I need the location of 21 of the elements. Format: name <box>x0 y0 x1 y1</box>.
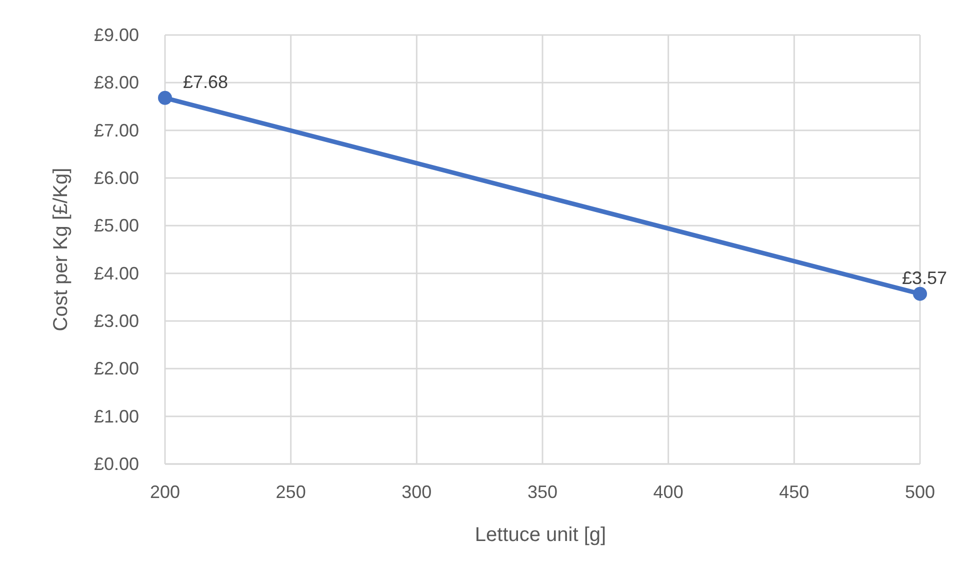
x-tick-label: 350 <box>527 482 558 502</box>
y-tick-label: £0.00 <box>94 454 139 474</box>
y-tick-label: £3.00 <box>94 311 139 331</box>
y-tick-label: £8.00 <box>94 72 139 93</box>
y-tick-label: £4.00 <box>94 263 139 284</box>
x-tick-label: 300 <box>402 482 432 502</box>
x-tick-label: 450 <box>779 482 810 502</box>
y-tick-label: £1.00 <box>94 406 139 426</box>
x-axis-title: Lettuce unit [g] <box>474 524 606 546</box>
y-axis-title: Cost per Kg [£/Kg] <box>50 168 72 332</box>
x-tick-label: 250 <box>276 482 306 502</box>
x-tick-label: 200 <box>150 482 180 502</box>
y-tick-label: £7.00 <box>94 120 139 140</box>
x-tick-label: 400 <box>653 482 684 502</box>
y-tick-label: £6.00 <box>94 168 139 188</box>
y-tick-label: £5.00 <box>94 216 139 236</box>
data-label: £3.57 <box>902 268 948 288</box>
y-tick-label: £2.00 <box>94 358 139 379</box>
x-tick-label: 500 <box>904 482 936 502</box>
data-label: £7.68 <box>183 72 228 92</box>
y-tick-label: £9.00 <box>94 25 139 45</box>
